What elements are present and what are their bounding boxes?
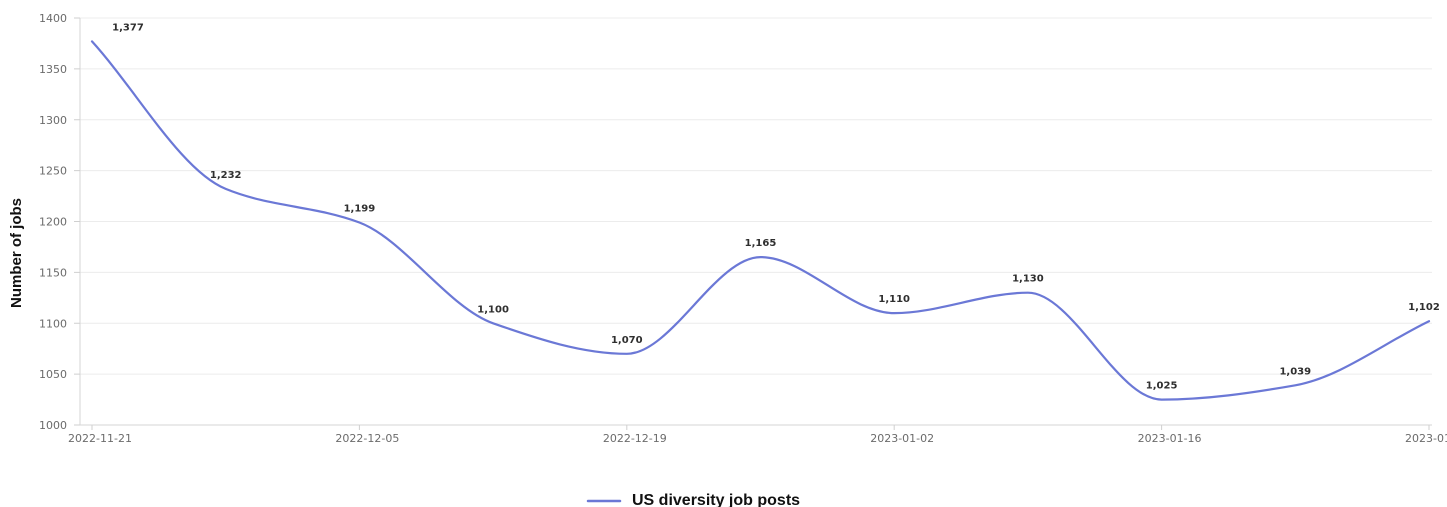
y-tick-label: 1200 bbox=[39, 216, 67, 229]
y-axis-title: Number of jobs bbox=[8, 198, 25, 308]
legend[interactable]: US diversity job posts bbox=[586, 492, 800, 507]
series-line-us-diversity-job-posts bbox=[90, 40, 1431, 401]
y-tick-label: 1400 bbox=[39, 12, 67, 25]
x-tick-label: 2022-12-05 bbox=[335, 432, 399, 445]
data-label: 1,110 bbox=[878, 294, 910, 305]
data-label: 1,100 bbox=[477, 304, 509, 315]
x-tick-label: 2023-01-16 bbox=[1138, 432, 1202, 445]
data-label: 1,025 bbox=[1146, 381, 1178, 392]
x-axis-ticks: 2022-11-21 2022-12-05 2022-12-19 2023-01-02… bbox=[68, 425, 1447, 445]
y-tick-label: 1300 bbox=[39, 114, 67, 127]
data-label: 1,199 bbox=[344, 204, 376, 215]
data-labels: 1,377 1,232 1,199 1,100 1,070 1,165 1,110 1,130… bbox=[112, 22, 1440, 391]
grid-lines bbox=[80, 17, 1432, 375]
y-tick-label: 1050 bbox=[39, 368, 67, 381]
data-label: 1,070 bbox=[611, 335, 643, 346]
y-tick-label: 1150 bbox=[39, 266, 67, 279]
data-label: 1,232 bbox=[210, 170, 242, 181]
data-label: 1,165 bbox=[745, 238, 777, 249]
data-label: 1,039 bbox=[1279, 366, 1311, 377]
series-layer bbox=[90, 40, 1431, 401]
y-tick-label: 1000 bbox=[39, 419, 67, 432]
data-label: 1,377 bbox=[112, 22, 144, 33]
x-tick-label: 2022-11-21 bbox=[68, 432, 132, 445]
legend-label: US diversity job posts bbox=[632, 492, 800, 507]
y-tick-label: 1100 bbox=[39, 317, 67, 330]
y-tick-label: 1350 bbox=[39, 63, 67, 76]
data-label: 1,130 bbox=[1012, 274, 1044, 285]
x-tick-label: 2023-01-30 bbox=[1405, 432, 1447, 445]
x-tick-label: 2022-12-19 bbox=[603, 432, 667, 445]
y-axis-ticks: 1000 1050 1100 1150 1200 1250 1300 1350 1400 bbox=[39, 12, 80, 432]
y-tick-label: 1250 bbox=[39, 165, 67, 178]
x-tick-label: 2023-01-02 bbox=[870, 432, 934, 445]
data-label: 1,102 bbox=[1408, 302, 1440, 313]
